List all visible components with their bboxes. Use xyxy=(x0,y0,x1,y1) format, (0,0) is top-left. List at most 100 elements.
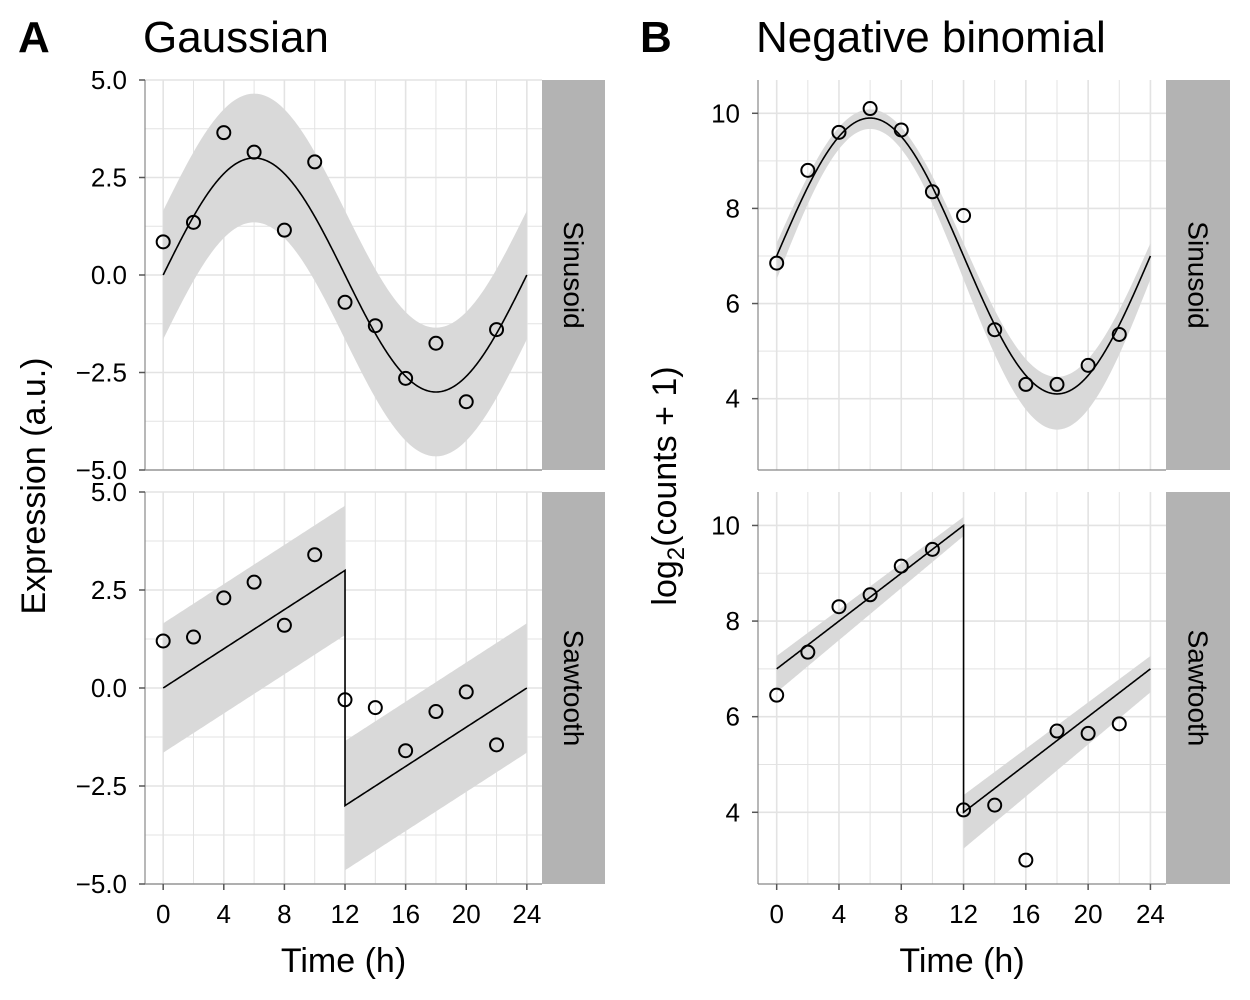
x-tick-label: 24 xyxy=(512,899,541,929)
facet-sawtooth: 5.0 2.5 0.0 −2.5 −5.0 Sawtooth 0 4 8 12 16 20 24 xyxy=(76,477,605,929)
fit-line xyxy=(162,157,528,393)
facet-sinusoid: 10 8 6 4 Sinusoid xyxy=(711,80,1230,471)
y-tick-label: 0.0 xyxy=(91,673,127,703)
data-point xyxy=(1080,725,1096,741)
data-point xyxy=(924,541,940,557)
facet-strip-label-sinusoid: Sinusoid xyxy=(558,221,589,328)
x-tick-label: 16 xyxy=(391,899,420,929)
data-point xyxy=(489,322,505,338)
y-tick-label: 4 xyxy=(726,797,740,827)
y-tick-label: 2.5 xyxy=(91,163,127,193)
data-point xyxy=(1018,376,1034,392)
plot-content xyxy=(775,109,1152,430)
panel-letter-b: B xyxy=(640,13,672,62)
y-axis-title-part: (counts + 1) xyxy=(646,366,684,546)
y-tick-label: −5.0 xyxy=(76,869,127,899)
y-axis-title-subscript: 2 xyxy=(663,547,690,560)
y-axis-title: log2(counts + 1) xyxy=(646,366,690,605)
data-point xyxy=(862,587,878,603)
y-tick-label: 6 xyxy=(726,289,740,319)
x-tick-label: 0 xyxy=(156,899,170,929)
data-point xyxy=(1080,357,1096,373)
facet-strip-label-sawtooth: Sawtooth xyxy=(558,630,589,747)
x-tick-label: 0 xyxy=(769,899,783,929)
x-tick-label: 8 xyxy=(277,899,291,929)
data-point xyxy=(246,144,262,160)
y-axis-title: Expression (a.u.) xyxy=(15,358,53,615)
y-tick-label: 4 xyxy=(726,384,740,414)
fit-line xyxy=(775,117,1152,395)
data-point xyxy=(337,692,353,708)
y-tick-label: 2.5 xyxy=(91,575,127,605)
x-tick-label: 12 xyxy=(949,899,978,929)
data-point xyxy=(924,184,940,200)
plot-content xyxy=(776,516,1151,849)
data-point xyxy=(987,322,1003,338)
y-tick-label: 0.0 xyxy=(91,260,127,290)
data-point xyxy=(307,547,323,563)
fit-line xyxy=(162,568,528,808)
data-point xyxy=(337,294,353,310)
data-point xyxy=(1049,723,1065,739)
data-point xyxy=(800,162,816,178)
data-point xyxy=(893,122,909,138)
data-point xyxy=(831,599,847,615)
panel-title: Gaussian xyxy=(143,13,329,62)
data-point xyxy=(987,797,1003,813)
data-point xyxy=(276,222,292,238)
x-tick-label: 20 xyxy=(1074,899,1103,929)
data-point xyxy=(185,214,201,230)
data-point xyxy=(769,687,785,703)
plot-content xyxy=(162,93,528,457)
y-tick-label: −2.5 xyxy=(76,771,127,801)
y-tick-label: 10 xyxy=(711,98,740,128)
y-tick-label: 8 xyxy=(726,193,740,223)
y-tick-label: 5.0 xyxy=(91,65,127,95)
facet-strip-label-sawtooth: Sawtooth xyxy=(1183,630,1214,747)
x-tick-label: 20 xyxy=(452,899,481,929)
data-point xyxy=(800,644,816,660)
y-tick-label: 8 xyxy=(726,606,740,636)
x-tick-label: 16 xyxy=(1011,899,1040,929)
data-point xyxy=(216,125,232,141)
data-point xyxy=(398,743,414,759)
x-tick-label: 4 xyxy=(832,899,846,929)
data-point xyxy=(398,370,414,386)
x-tick-label: 4 xyxy=(217,899,231,929)
facet-strip xyxy=(1166,80,1230,470)
data-point xyxy=(956,802,972,818)
data-point xyxy=(458,394,474,410)
panel-title: Negative binomial xyxy=(756,13,1106,62)
data-point xyxy=(367,700,383,716)
plot-content xyxy=(162,505,528,871)
facet-strip-label-sinusoid: Sinusoid xyxy=(1183,221,1214,328)
y-tick-label: 10 xyxy=(711,510,740,540)
x-axis-title: Time (h) xyxy=(281,942,406,980)
x-axis-title: Time (h) xyxy=(899,942,1024,980)
data-point xyxy=(1111,326,1127,342)
data-point xyxy=(458,684,474,700)
y-tick-label: 5.0 xyxy=(91,477,127,507)
data-point xyxy=(307,154,323,170)
data-point xyxy=(428,704,444,720)
data-point xyxy=(428,335,444,351)
panel-letter-a: A xyxy=(18,13,50,62)
data-point xyxy=(276,617,292,633)
plot-background xyxy=(758,492,1166,884)
data-point xyxy=(893,558,909,574)
data-point xyxy=(1018,852,1034,868)
facet-strip xyxy=(1166,492,1230,884)
data-point xyxy=(1111,716,1127,732)
confidence-ribbon xyxy=(776,109,1151,430)
data-point xyxy=(155,633,171,649)
y-tick-label: −5.0 xyxy=(76,455,127,485)
data-point xyxy=(155,234,171,250)
data-point xyxy=(246,574,262,590)
data-point xyxy=(216,590,232,606)
data-point xyxy=(367,318,383,334)
data-point xyxy=(489,737,505,753)
fit-line xyxy=(776,523,1151,814)
facet-strip xyxy=(542,492,605,884)
facet-sinusoid: 5.0 2.5 0.0 −2.5 −5.0 Sinusoid xyxy=(76,65,605,485)
